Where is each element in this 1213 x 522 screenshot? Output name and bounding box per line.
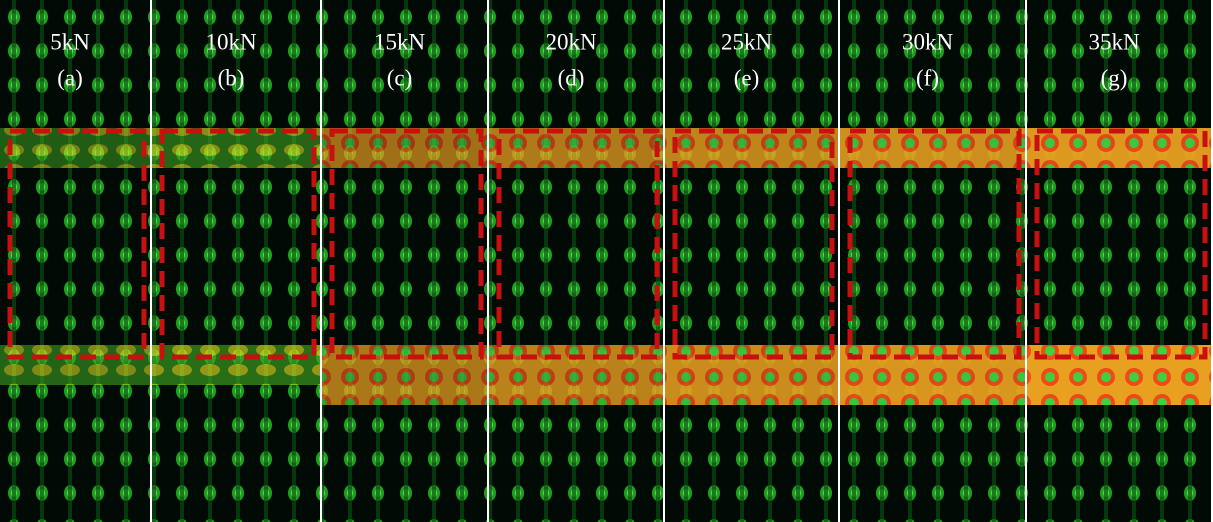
panel: 15kN (c) — [320, 0, 487, 522]
strain-band-bottom — [840, 345, 1025, 405]
strain-band-bottom — [665, 345, 838, 405]
strain-band-top — [489, 128, 663, 168]
strain-band-bottom — [1027, 345, 1211, 405]
panel-label: (c) — [387, 65, 413, 90]
panel-label: (g) — [1101, 65, 1128, 90]
divider — [838, 0, 840, 522]
panel: 25kN (e) — [663, 0, 838, 522]
divider — [487, 0, 489, 522]
figure: 5kN (a) 10kN (b) 15kN (c) 20kN (d) 25kN (e) 30kN (f… — [0, 0, 1213, 522]
load-label: 25kN — [721, 29, 773, 54]
strain-band-top — [665, 128, 838, 168]
load-label: 10kN — [205, 29, 257, 54]
load-label: 20kN — [545, 29, 597, 54]
load-label: 5kN — [50, 29, 90, 54]
load-label: 15kN — [374, 29, 426, 54]
panel: 20kN (d) — [487, 0, 663, 522]
divider — [320, 0, 322, 522]
panel-label: (e) — [734, 65, 760, 90]
divider — [1025, 0, 1027, 522]
panel-label: (d) — [558, 65, 585, 90]
panel: 30kN (f) — [838, 0, 1025, 522]
strain-band-top — [152, 128, 320, 168]
strain-band-bottom — [0, 345, 150, 385]
strain-band-top — [1027, 128, 1211, 168]
panel-label: (f) — [916, 65, 939, 90]
panel-label: (a) — [57, 65, 83, 90]
strain-band-top — [0, 128, 150, 168]
strain-band-bottom — [322, 345, 487, 405]
panel-label: (b) — [218, 65, 245, 90]
strain-band-top — [840, 128, 1025, 168]
load-label: 35kN — [1088, 29, 1140, 54]
strain-band-bottom — [152, 345, 320, 385]
strain-band-bottom — [489, 345, 663, 405]
divider — [150, 0, 152, 522]
divider — [663, 0, 665, 522]
load-label: 30kN — [902, 29, 954, 54]
strain-band-top — [322, 128, 487, 168]
panel: 10kN (b) — [150, 0, 320, 522]
panel: 5kN (a) — [0, 0, 150, 522]
panel: 35kN (g) — [1025, 0, 1211, 522]
